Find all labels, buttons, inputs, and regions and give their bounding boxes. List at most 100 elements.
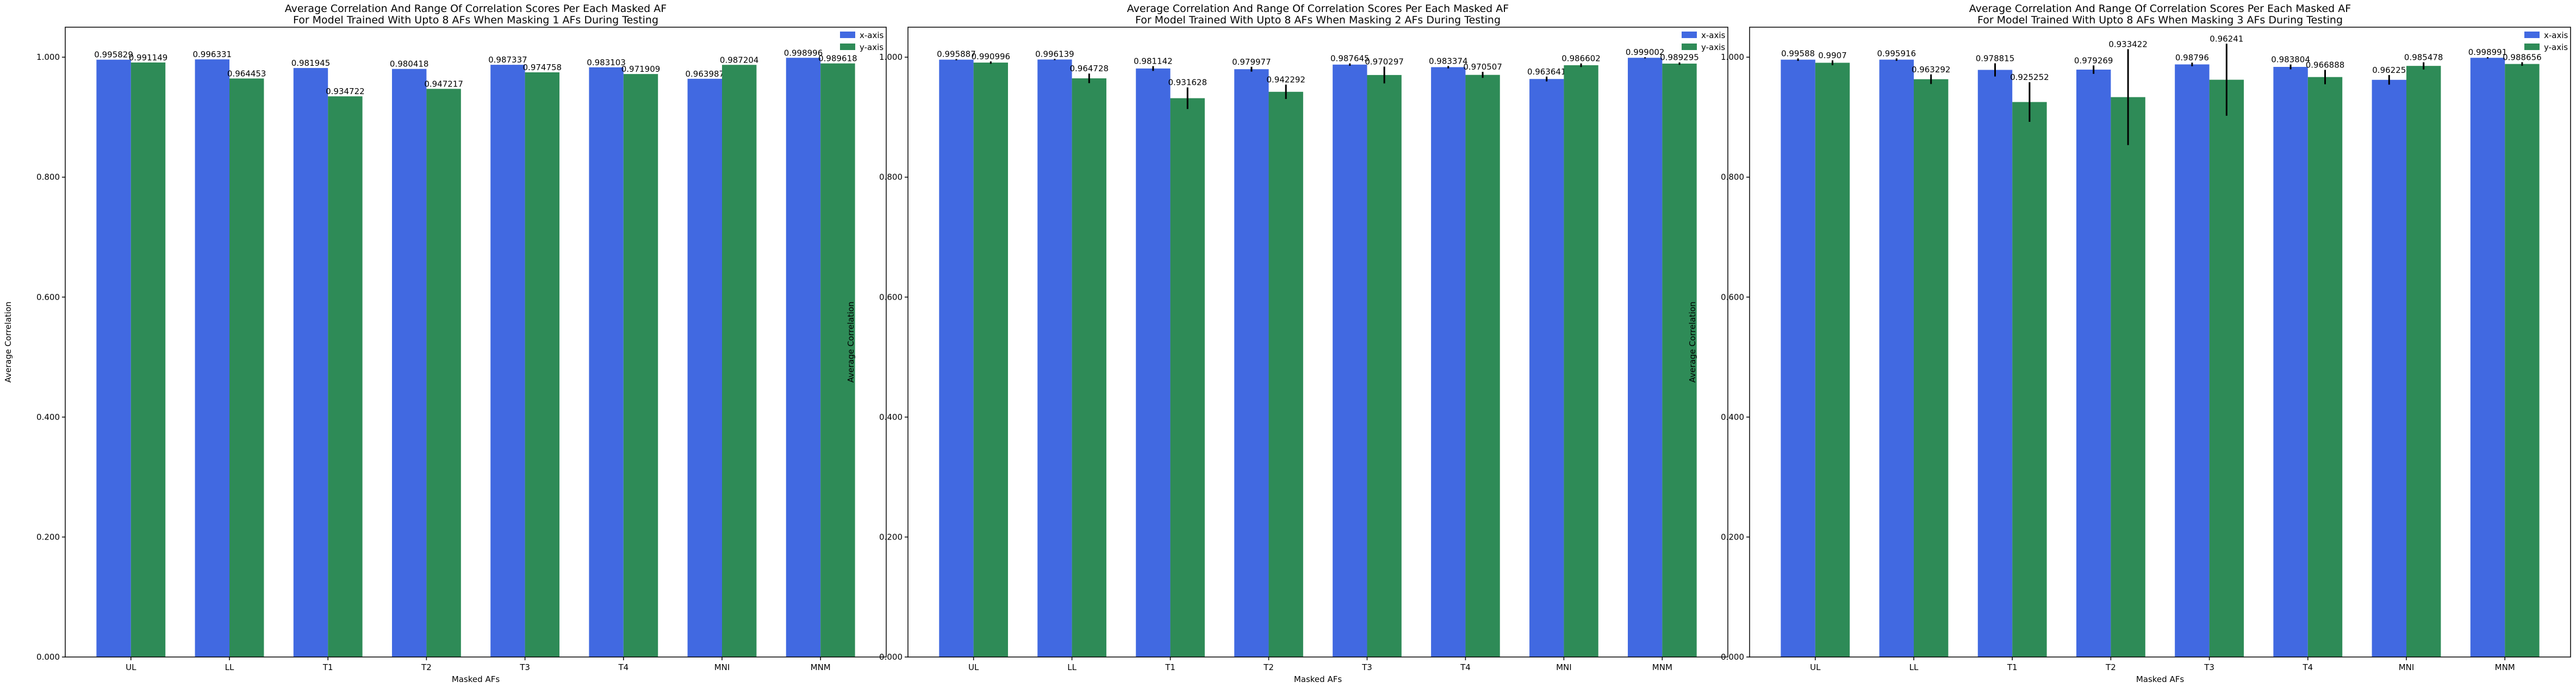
bar-x-axis	[589, 67, 624, 657]
bar-y-axis	[1815, 63, 1850, 658]
x-tick-label: MNM	[811, 662, 831, 672]
y-tick-label: 0.400	[36, 412, 60, 422]
chart-title: Average Correlation And Range Of Correla…	[1127, 3, 1509, 15]
data-label: 0.970507	[1463, 62, 1502, 72]
data-label: 0.983103	[587, 58, 626, 67]
data-label: 0.996331	[193, 49, 232, 59]
legend-swatch	[840, 32, 855, 38]
bar-x-axis	[1977, 70, 2013, 658]
x-axis-label: Masked AFs	[2136, 674, 2185, 684]
data-label: 0.983804	[2271, 55, 2310, 65]
legend-label: x-axis	[2544, 30, 2568, 40]
plot-frame	[1749, 27, 2571, 658]
y-tick-label: 0.800	[879, 172, 903, 182]
data-label: 0.991149	[129, 53, 168, 63]
bar-x-axis	[939, 59, 974, 657]
data-label: 0.925252	[2010, 72, 2049, 82]
data-label: 0.989295	[1660, 53, 1699, 63]
data-label: 0.963987	[686, 69, 725, 79]
bar-y-axis	[2111, 97, 2145, 658]
bar-y-axis	[2307, 77, 2343, 658]
x-tick-label: T4	[1460, 662, 1471, 672]
y-tick-label: 0.600	[879, 292, 903, 302]
bar-y-axis	[820, 63, 855, 657]
bar-y-axis	[130, 62, 166, 657]
data-label: 0.934722	[326, 86, 365, 96]
data-label: 0.987337	[488, 55, 527, 65]
bar-x-axis	[1879, 59, 1914, 657]
bar-y-axis	[525, 72, 560, 657]
data-label: 0.964728	[1069, 64, 1109, 73]
y-tick-label: 0.400	[879, 412, 903, 422]
y-tick-label: 0.800	[1721, 172, 1744, 182]
plot-frame	[907, 27, 1728, 658]
legend-label: y-axis	[1701, 42, 1725, 52]
bar-x-axis	[2076, 70, 2111, 657]
legend-label: y-axis	[2544, 42, 2568, 52]
x-tick-label: LL	[225, 662, 234, 672]
x-tick-label: T1	[2007, 662, 2018, 672]
data-label: 0.964453	[227, 69, 266, 78]
data-label: 0.979977	[1232, 57, 1271, 67]
data-label: 0.987204	[720, 55, 759, 65]
x-tick-label: T3	[2204, 662, 2214, 672]
x-tick-label: T2	[1263, 662, 1274, 672]
x-tick-label: T3	[1361, 662, 1372, 672]
bar-y-axis	[2012, 102, 2047, 657]
data-label: 0.999002	[1626, 47, 1665, 57]
data-label: 0.996139	[1035, 49, 1074, 59]
data-label: 0.995887	[937, 49, 976, 59]
chart-panel: Average Correlation And Range Of Correla…	[1688, 3, 2571, 684]
chart-subtitle: For Model Trained With Upto 8 AFs When M…	[293, 14, 658, 26]
bar-y-axis	[2209, 79, 2244, 658]
data-label: 0.980418	[390, 59, 429, 69]
x-tick-label: T1	[1165, 662, 1175, 672]
chart-subtitle: For Model Trained With Upto 8 AFs When M…	[1977, 14, 2343, 26]
data-label: 0.970297	[1365, 57, 1404, 66]
x-tick-label: MNM	[1652, 662, 1672, 672]
y-tick-label: 0.000	[879, 652, 903, 662]
bar-x-axis	[1431, 67, 1466, 657]
bar-y-axis	[2406, 66, 2441, 657]
legend: x-axis y-axis	[840, 30, 884, 52]
data-label: 0.96225	[2372, 65, 2406, 75]
bar-y-axis	[328, 96, 363, 658]
chart-panel: Average Correlation And Range Of Correla…	[846, 3, 1728, 684]
x-tick-label: UL	[1810, 662, 1821, 672]
x-axis-label: Masked AFs	[1294, 674, 1342, 684]
x-tick-label: T4	[618, 662, 629, 672]
y-tick-label: 1.000	[36, 52, 60, 62]
data-label: 0.971909	[621, 64, 661, 74]
data-label: 0.987645	[1330, 54, 1370, 64]
data-label: 0.96241	[2210, 34, 2243, 44]
bar-y-axis	[2505, 64, 2540, 657]
bar-y-axis	[623, 74, 658, 658]
legend-label: x-axis	[1701, 30, 1726, 40]
bar-x-axis	[1781, 59, 1815, 657]
data-label: 0.995916	[1877, 48, 1917, 58]
data-label: 0.933422	[2108, 39, 2148, 49]
chart-title: Average Correlation And Range Of Correla…	[285, 3, 667, 15]
bar-x-axis	[1136, 68, 1171, 657]
data-label: 0.998991	[2468, 47, 2507, 57]
x-tick-label: LL	[1909, 662, 1919, 672]
legend-swatch	[2524, 32, 2540, 38]
data-label: 0.963292	[1912, 65, 1951, 75]
data-label: 0.947217	[424, 79, 463, 89]
x-tick-label: T2	[421, 662, 432, 672]
chart-panel: Average Correlation And Range Of Correla…	[3, 3, 887, 684]
data-label: 0.981142	[1134, 57, 1173, 66]
chart-subtitle: For Model Trained With Upto 8 AFs When M…	[1135, 14, 1501, 26]
y-tick-label: 0.600	[1721, 292, 1744, 302]
data-label: 0.98796	[2175, 53, 2209, 63]
data-label: 0.979269	[2074, 55, 2113, 65]
x-tick-label: UL	[126, 662, 136, 672]
x-tick-label: MNI	[1556, 662, 1572, 672]
bar-x-axis	[1234, 69, 1269, 658]
data-label: 0.966888	[2306, 60, 2345, 70]
data-label: 0.981945	[291, 58, 331, 68]
bar-x-axis	[391, 69, 427, 657]
y-tick-label: 1.000	[879, 52, 903, 62]
bar-y-axis	[1662, 63, 1697, 657]
